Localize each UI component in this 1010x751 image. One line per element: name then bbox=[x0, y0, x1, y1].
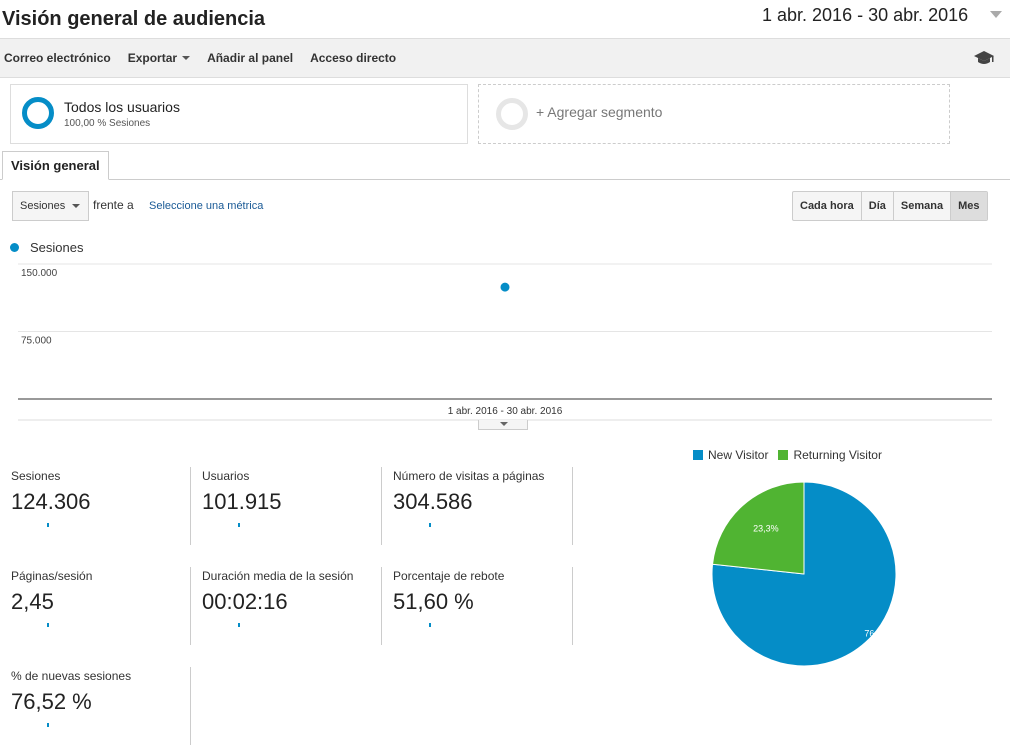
metric-value: 124.306 bbox=[11, 489, 91, 514]
chevron-down-icon bbox=[500, 422, 508, 426]
metric-sparkline bbox=[238, 623, 240, 627]
email-button[interactable]: Correo electrónico bbox=[4, 51, 111, 65]
metric-sparkline bbox=[47, 723, 49, 727]
metric-sparkline bbox=[238, 523, 240, 527]
metric-select-value: Sesiones bbox=[20, 200, 66, 212]
chevron-down-icon[interactable] bbox=[990, 11, 1002, 18]
legend-swatch bbox=[778, 450, 789, 460]
email-label: Correo electrónico bbox=[4, 51, 111, 65]
report-toolbar: Correo electrónico Exportar Añadir al pa… bbox=[0, 38, 1010, 78]
y-tick-label: 75.000 bbox=[21, 336, 52, 347]
granularity-hourly-button[interactable]: Cada hora bbox=[793, 192, 862, 220]
shortcut-label: Acceso directo bbox=[310, 51, 397, 65]
metric-label: Duración media de la sesión bbox=[202, 569, 354, 583]
metric-label: Páginas/sesión bbox=[11, 569, 93, 583]
metric-label: Porcentaje de rebote bbox=[393, 569, 505, 583]
pie-legend-returning[interactable]: Returning Visitor bbox=[778, 448, 882, 462]
pie-legend: New Visitor Returning Visitor bbox=[693, 448, 892, 462]
pie-slice-label: 76,7% bbox=[864, 628, 890, 638]
graduation-cap-icon[interactable] bbox=[974, 51, 994, 65]
date-range-label: 1 abr. 2016 - 30 abr. 2016 bbox=[762, 4, 969, 25]
metric-label: Sesiones bbox=[11, 469, 61, 483]
chart-collapse-toggle[interactable] bbox=[478, 420, 528, 430]
metric-value: 51,60 % bbox=[393, 589, 474, 614]
export-label: Exportar bbox=[127, 51, 178, 65]
metric-label: Número de visitas a páginas bbox=[393, 469, 545, 483]
metric-card: Páginas/sesión 2,45 bbox=[0, 567, 191, 645]
metric-value: 00:02:16 bbox=[202, 589, 288, 614]
metric-sparkline bbox=[47, 623, 49, 627]
metric-sparkline bbox=[47, 523, 49, 527]
chevron-down-icon bbox=[72, 204, 80, 208]
page-title: Visión general de audiencia bbox=[2, 8, 266, 30]
add-segment-button[interactable]: + Agregar segmento bbox=[478, 84, 950, 144]
metric-label: Usuarios bbox=[202, 469, 250, 483]
granularity-selector: Cada hora Día Semana Mes bbox=[792, 191, 988, 221]
segment-ring-icon bbox=[22, 97, 54, 129]
export-button[interactable]: Exportar bbox=[127, 51, 191, 65]
versus-label: frente a bbox=[93, 198, 134, 212]
tab-bar: Visión general bbox=[0, 151, 1010, 180]
pie-slice-label: 23,3% bbox=[753, 524, 779, 534]
chevron-down-icon bbox=[182, 56, 191, 60]
legend-swatch bbox=[693, 450, 703, 460]
granularity-day-button[interactable]: Día bbox=[862, 192, 894, 220]
date-range-picker[interactable]: 1 abr. 2016 - 30 abr. 2016 bbox=[762, 2, 1006, 28]
x-tick-label: 1 abr. 2016 - 30 abr. 2016 bbox=[448, 406, 563, 417]
chart-legend: Sesiones bbox=[10, 240, 83, 255]
add-dashboard-label: Añadir al panel bbox=[207, 51, 294, 65]
segment-share: 100,00 % Sesiones bbox=[64, 118, 151, 129]
segment-ring-icon bbox=[496, 98, 528, 130]
pie-slice[interactable] bbox=[711, 481, 897, 667]
metric-card: Porcentaje de rebote 51,60 % bbox=[382, 567, 573, 645]
metric-select[interactable]: Sesiones bbox=[12, 191, 89, 221]
granularity-week-button[interactable]: Semana bbox=[894, 192, 952, 220]
metric-card: Sesiones 124.306 bbox=[0, 467, 191, 545]
legend-series-label: Sesiones bbox=[30, 240, 84, 255]
y-tick-label: 150.000 bbox=[21, 268, 58, 279]
tab-overview[interactable]: Visión general bbox=[2, 151, 109, 180]
metric-value: 76,52 % bbox=[11, 689, 92, 714]
sessions-line-chart: 150.000 75.000 1 abr. 2016 - 30 abr. 2016 bbox=[18, 263, 992, 421]
metric-card: Número de visitas a páginas 304.586 bbox=[382, 467, 573, 545]
select-metric-link[interactable]: Seleccione una métrica bbox=[149, 200, 264, 212]
metric-value: 304.586 bbox=[393, 489, 473, 514]
add-to-dashboard-button[interactable]: Añadir al panel bbox=[207, 51, 293, 65]
add-segment-label: + Agregar segmento bbox=[536, 104, 663, 120]
visitor-type-pie-chart: 76,7% 23,3% bbox=[711, 481, 897, 667]
metric-value: 2,45 bbox=[11, 589, 54, 614]
granularity-month-button[interactable]: Mes bbox=[951, 192, 987, 220]
pie-slice[interactable] bbox=[711, 481, 805, 575]
metric-card: Usuarios 101.915 bbox=[191, 467, 382, 545]
pie-legend-new[interactable]: New Visitor bbox=[693, 448, 768, 462]
legend-label: New Visitor bbox=[708, 448, 769, 462]
metric-sparkline bbox=[429, 523, 431, 527]
segment-all-users[interactable]: Todos los usuarios 100,00 % Sesiones bbox=[10, 84, 468, 144]
metric-sparkline bbox=[429, 623, 431, 627]
metric-label: % de nuevas sesiones bbox=[11, 669, 132, 683]
shortcut-button[interactable]: Acceso directo bbox=[310, 51, 396, 65]
legend-label: Returning Visitor bbox=[793, 448, 882, 462]
data-point[interactable] bbox=[500, 282, 510, 292]
metric-value: 101.915 bbox=[202, 489, 282, 514]
metric-card: % de nuevas sesiones 76,52 % bbox=[0, 667, 191, 745]
segment-name: Todos los usuarios bbox=[64, 99, 180, 115]
metric-card: Duración media de la sesión 00:02:16 bbox=[191, 567, 382, 645]
legend-swatch bbox=[10, 243, 19, 252]
